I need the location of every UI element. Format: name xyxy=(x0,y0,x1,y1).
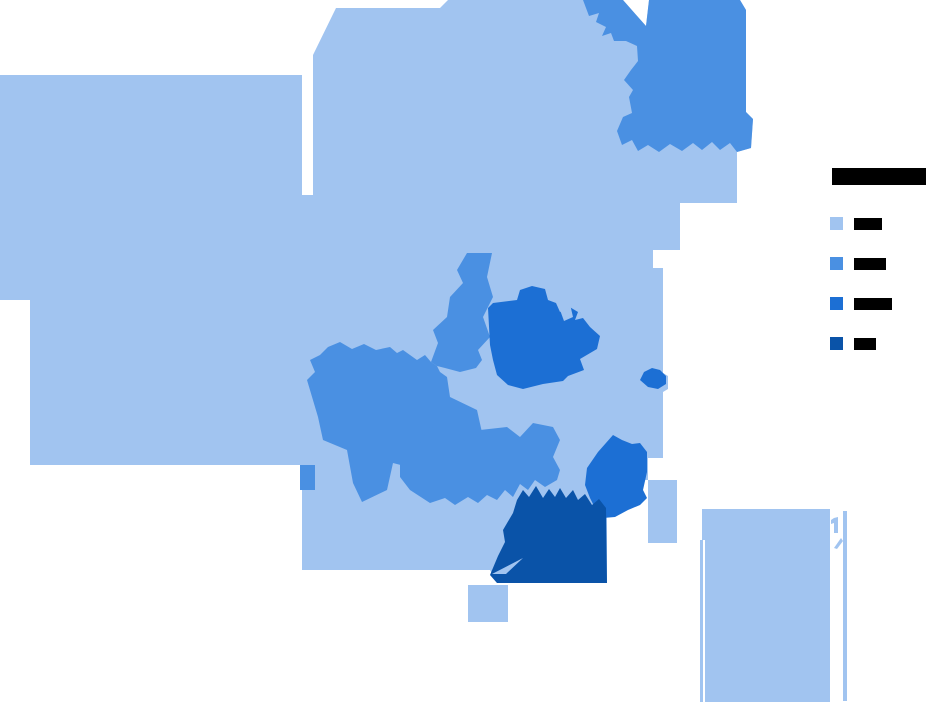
region-island-left-sliver xyxy=(700,540,703,702)
region-southeast[interactable] xyxy=(585,435,647,518)
region-south-inlet-notch xyxy=(492,558,523,574)
region-east-small-rect[interactable] xyxy=(648,480,677,543)
region-midwest-blob[interactable] xyxy=(307,342,483,502)
region-west-landmass[interactable] xyxy=(0,75,302,465)
region-island-glyph-check xyxy=(834,538,843,549)
region-island-glyph-one xyxy=(831,517,838,533)
region-east-dot[interactable] xyxy=(640,368,666,389)
region-east-central-notch xyxy=(560,304,573,321)
region-east-central[interactable] xyxy=(488,286,600,389)
region-northeast[interactable] xyxy=(583,0,753,152)
region-mid-strip[interactable] xyxy=(431,253,493,372)
region-south[interactable] xyxy=(490,486,607,583)
island-inner-divider-line xyxy=(703,540,705,702)
region-midsouth-blob[interactable] xyxy=(400,423,560,505)
region-island-right-strip xyxy=(843,511,847,701)
region-mid-square[interactable] xyxy=(300,465,315,490)
region-south-small-rect[interactable] xyxy=(468,585,508,622)
region-island-rect[interactable] xyxy=(702,509,830,702)
